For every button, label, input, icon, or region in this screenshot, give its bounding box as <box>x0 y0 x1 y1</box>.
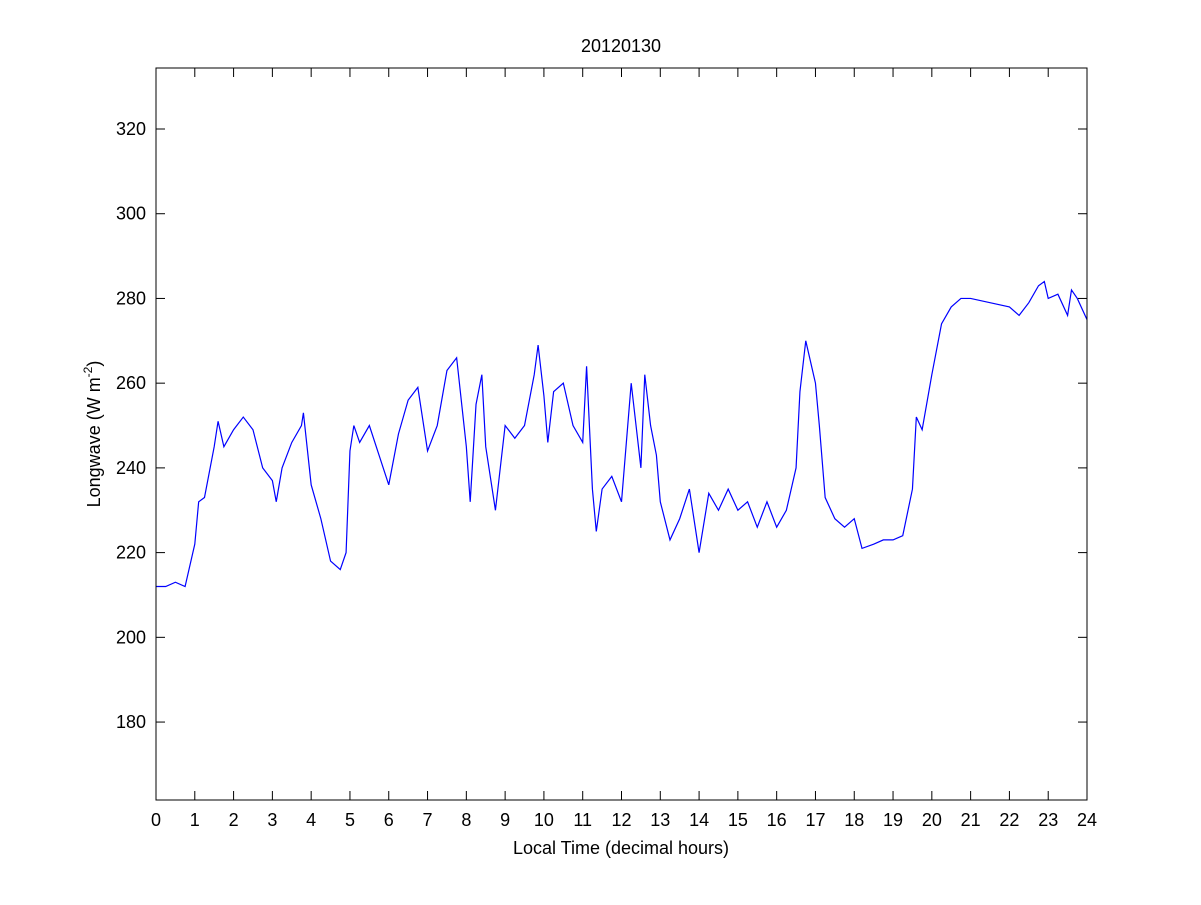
y-tick-label: 200 <box>116 627 146 647</box>
y-tick-label: 300 <box>116 204 146 224</box>
x-tick-label: 16 <box>767 810 787 830</box>
data-line <box>156 280 1088 588</box>
x-tick-label: 5 <box>345 810 355 830</box>
chart-title: 20120130 <box>581 36 661 56</box>
x-tick-label: 17 <box>805 810 825 830</box>
x-tick-label: 0 <box>151 810 161 830</box>
x-tick-label: 15 <box>728 810 748 830</box>
x-tick-label: 18 <box>844 810 864 830</box>
x-tick-label: 4 <box>306 810 316 830</box>
x-tick-label: 10 <box>534 810 554 830</box>
x-tick-label: 1 <box>190 810 200 830</box>
y-axis-label-text: Longwave (W m <box>84 377 104 507</box>
x-tick-label: 22 <box>999 810 1019 830</box>
x-tick-label: 20 <box>922 810 942 830</box>
y-axis-label-suffix: ) <box>84 361 104 367</box>
x-axis-label: Local Time (decimal hours) <box>513 838 729 858</box>
x-tick-label: 13 <box>650 810 670 830</box>
x-tick-label: 2 <box>229 810 239 830</box>
y-tick-label: 320 <box>116 119 146 139</box>
x-tick-label: 21 <box>961 810 981 830</box>
x-tick-label: 11 <box>573 810 592 830</box>
x-tick-label: 6 <box>384 810 394 830</box>
y-tick-label: 240 <box>116 458 146 478</box>
x-tick-label: 8 <box>461 810 471 830</box>
x-tick-label: 12 <box>611 810 631 830</box>
y-axis-label-superscript: -2 <box>81 366 95 377</box>
plot-frame <box>155 67 1088 801</box>
y-tick-label: 260 <box>116 373 146 393</box>
y-tick-label: 220 <box>116 543 146 563</box>
y-tick-label: 280 <box>116 288 146 308</box>
x-tick-label: 14 <box>689 810 709 830</box>
x-tick-label: 24 <box>1077 810 1097 830</box>
x-tick-label: 7 <box>423 810 433 830</box>
x-tick-label: 23 <box>1038 810 1058 830</box>
x-tick-label: 3 <box>267 810 277 830</box>
x-tick-label: 9 <box>500 810 510 830</box>
y-axis-label: Longwave (W m-2) <box>81 361 104 508</box>
y-tick-label: 180 <box>116 712 146 732</box>
x-tick-label: 19 <box>883 810 903 830</box>
